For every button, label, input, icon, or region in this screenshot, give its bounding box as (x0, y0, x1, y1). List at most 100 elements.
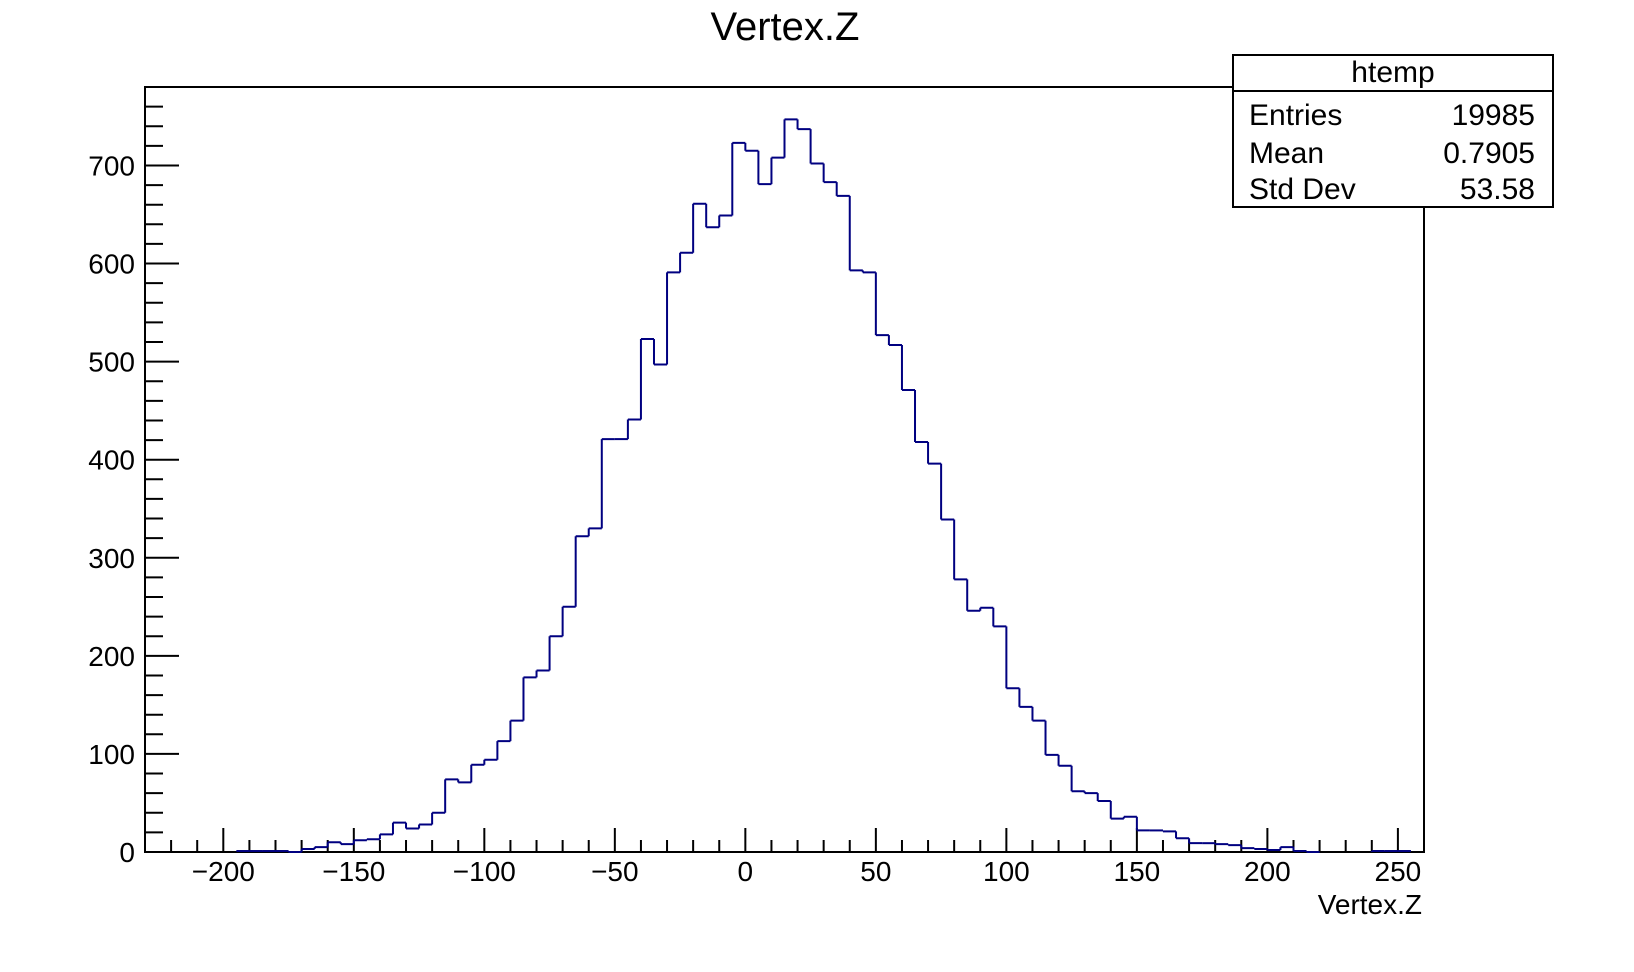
histogram-bin (705, 203, 720, 229)
x-tick-label: 0 (738, 856, 754, 887)
y-tick-label: 500 (88, 347, 135, 378)
histogram-bin (1135, 816, 1150, 832)
histogram-bin (1253, 848, 1268, 851)
histogram-bin (339, 842, 354, 846)
histogram-bin (352, 839, 367, 845)
histogram-bin (365, 838, 380, 841)
y-tick-label: 100 (88, 739, 135, 770)
x-tick-label: 100 (983, 856, 1030, 887)
histogram-bin (822, 163, 837, 184)
histogram-bin (927, 442, 942, 465)
histogram-bin (796, 119, 811, 131)
plot-frame (144, 86, 1425, 853)
histogram-bin (809, 129, 824, 165)
histogram-bin (639, 338, 654, 420)
histogram-bin (1214, 843, 1229, 846)
histogram-bin (470, 763, 485, 783)
histogram-bin (522, 676, 537, 721)
stats-value-entries: 19985 (1452, 99, 1535, 132)
histogram-bin (535, 669, 550, 678)
histogram-bin (1096, 793, 1111, 802)
histogram-bin (1266, 849, 1281, 852)
histogram-bin (509, 719, 524, 742)
histogram-bin (326, 841, 341, 848)
chart-title: Vertex.Z (711, 5, 860, 49)
histogram-bin (835, 182, 850, 197)
histogram-bin (1161, 830, 1177, 833)
histogram-bin (652, 339, 668, 366)
histogram-bin (1018, 688, 1033, 708)
histogram-series (236, 118, 1411, 853)
histogram-bin (900, 344, 916, 392)
histogram-bin (1109, 801, 1124, 820)
histogram-bin (1083, 791, 1098, 795)
histogram-bin (1057, 754, 1072, 767)
histogram-bin (666, 271, 681, 365)
histogram-bin (731, 141, 746, 216)
x-axis-title: Vertex.Z (1318, 889, 1422, 920)
histogram-bin (848, 195, 863, 272)
histogram-bin (600, 438, 615, 529)
histogram-bin (861, 270, 876, 274)
histogram-bin (1005, 626, 1020, 690)
y-tick-label: 300 (88, 543, 135, 574)
histogram-bin (692, 202, 707, 253)
histogram-bin (548, 635, 563, 671)
histogram-bin (887, 335, 902, 346)
histogram-bin (770, 156, 785, 185)
histogram-bin (1122, 815, 1137, 819)
x-tick-label: −100 (453, 856, 516, 887)
histogram-bin (1188, 838, 1203, 845)
x-tick-label: 250 (1375, 856, 1422, 887)
histogram-bin (979, 606, 994, 611)
y-tick-label: 600 (88, 249, 135, 280)
histogram-bin (966, 579, 981, 612)
x-axis: −200 −150 −100 −50 0 50 100 150 200 250 (170, 828, 1425, 887)
histogram-bin (1279, 846, 1294, 851)
histogram-bin (431, 811, 446, 825)
histogram-bin (483, 758, 498, 765)
histogram-bin (418, 823, 433, 829)
y-tick-label: 200 (88, 641, 135, 672)
histogram-bin (287, 851, 302, 853)
histogram-bin (378, 833, 393, 840)
histogram-bin (679, 251, 694, 273)
histogram-bin (574, 535, 589, 607)
stats-value-mean: 0.7905 (1443, 137, 1535, 170)
x-tick-label: 200 (1244, 856, 1291, 887)
histogram-bin (1305, 851, 1320, 853)
histogram-bin (940, 463, 955, 521)
histogram-bin (496, 740, 511, 760)
histogram-bin (1227, 844, 1242, 847)
histogram-bin (1175, 831, 1190, 840)
histogram-bin (1370, 850, 1385, 853)
stats-value-stddev: 53.58 (1460, 173, 1535, 206)
histogram-bin (1292, 847, 1307, 853)
y-axis: 0 100 200 300 400 500 600 700 (88, 86, 179, 868)
histogram-bin (444, 778, 459, 813)
histogram-bin (1070, 765, 1085, 793)
histogram-bin (626, 418, 641, 440)
stats-name: htemp (1351, 56, 1434, 89)
histogram-bin (405, 822, 420, 830)
histogram-bin (874, 272, 889, 337)
histogram-bin (391, 821, 407, 835)
stats-label-entries: Entries (1249, 99, 1342, 132)
histogram-bin (953, 519, 968, 581)
histogram-bin (561, 605, 576, 637)
histogram-bin (992, 607, 1007, 628)
histogram-bin (757, 150, 772, 186)
histogram-bin (457, 779, 472, 784)
histogram-bin (1240, 845, 1255, 850)
stats-box: htemp Entries 19985 Mean 0.7905 Std Dev … (1232, 54, 1554, 208)
histogram-bin (914, 390, 929, 444)
y-tick-label: 700 (88, 150, 135, 181)
y-tick-label: 0 (119, 837, 135, 868)
x-tick-label: −200 (192, 856, 255, 887)
x-tick-label: 150 (1114, 856, 1161, 887)
histogram-bin (718, 214, 733, 228)
histogram-bin (300, 848, 315, 852)
histogram-bin (783, 118, 798, 158)
histogram-bin (313, 846, 328, 850)
x-tick-label: 50 (860, 856, 891, 887)
